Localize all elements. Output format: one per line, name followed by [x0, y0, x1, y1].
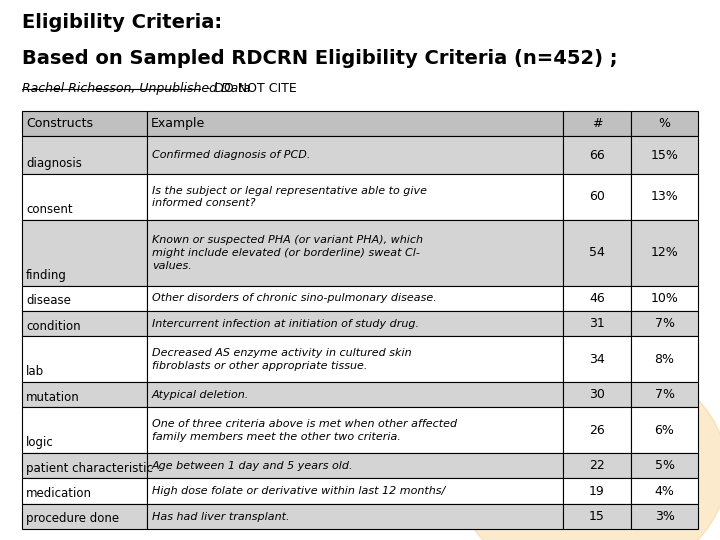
- Text: 6%: 6%: [654, 424, 675, 437]
- Text: Constructs: Constructs: [26, 117, 93, 130]
- Text: Example: Example: [151, 117, 205, 130]
- Text: 10%: 10%: [651, 292, 678, 305]
- Text: lab: lab: [26, 366, 44, 379]
- Text: Atypical deletion.: Atypical deletion.: [152, 390, 249, 400]
- Text: Decreased AS enzyme activity in cultured skin
fibroblasts or other appropriate t: Decreased AS enzyme activity in cultured…: [152, 348, 411, 370]
- Text: medication: medication: [26, 487, 92, 500]
- Text: Eligibility Criteria:: Eligibility Criteria:: [22, 14, 222, 32]
- Text: 4%: 4%: [654, 485, 675, 498]
- Text: finding: finding: [26, 269, 67, 282]
- Text: mutation: mutation: [26, 390, 80, 404]
- Text: condition: condition: [26, 320, 81, 333]
- Text: 22: 22: [589, 460, 605, 472]
- Text: Intercurrent infection at initiation of study drug.: Intercurrent infection at initiation of …: [152, 319, 419, 329]
- Text: Based on Sampled RDCRN Eligibility Criteria (n=452) ;: Based on Sampled RDCRN Eligibility Crite…: [22, 49, 617, 68]
- Text: consent: consent: [26, 203, 73, 216]
- Text: 7%: 7%: [654, 318, 675, 330]
- Text: 31: 31: [589, 318, 605, 330]
- Text: 34: 34: [589, 353, 605, 366]
- Text: 15: 15: [589, 510, 605, 523]
- Text: 8%: 8%: [654, 353, 675, 366]
- Text: Age between 1 day and 5 years old.: Age between 1 day and 5 years old.: [152, 461, 354, 471]
- Text: 46: 46: [589, 292, 605, 305]
- Text: Is the subject or legal representative able to give
informed consent?: Is the subject or legal representative a…: [152, 186, 427, 208]
- Text: #: #: [592, 117, 602, 130]
- Text: 15%: 15%: [651, 148, 678, 161]
- Text: 12%: 12%: [651, 246, 678, 259]
- Text: Rachel Richesson, Unpublished Data: Rachel Richesson, Unpublished Data: [22, 82, 251, 95]
- Text: Has had liver transplant.: Has had liver transplant.: [152, 511, 289, 522]
- Text: One of three criteria above is met when other affected
family members meet the o: One of three criteria above is met when …: [152, 419, 457, 442]
- Text: 3%: 3%: [654, 510, 675, 523]
- Text: 60: 60: [589, 191, 605, 204]
- Text: Other disorders of chronic sino-pulmonary disease.: Other disorders of chronic sino-pulmonar…: [152, 293, 436, 303]
- Text: 13%: 13%: [651, 191, 678, 204]
- Text: 66: 66: [589, 148, 605, 161]
- Text: patient characteristic: patient characteristic: [26, 462, 153, 475]
- Text: Confirmed diagnosis of PCD.: Confirmed diagnosis of PCD.: [152, 150, 310, 160]
- Text: 26: 26: [589, 424, 605, 437]
- Text: – DO NOT CITE: – DO NOT CITE: [200, 82, 297, 95]
- Text: High dose folate or derivative within last 12 months/: High dose folate or derivative within la…: [152, 486, 445, 496]
- Text: 54: 54: [589, 246, 605, 259]
- Text: logic: logic: [26, 436, 54, 449]
- Text: 30: 30: [589, 388, 605, 401]
- Text: disease: disease: [26, 294, 71, 307]
- Text: diagnosis: diagnosis: [26, 157, 82, 170]
- Text: 19: 19: [589, 485, 605, 498]
- Text: 5%: 5%: [654, 460, 675, 472]
- Text: 7%: 7%: [654, 388, 675, 401]
- Text: Known or suspected PHA (or variant PHA), which
might include elevated (or border: Known or suspected PHA (or variant PHA),…: [152, 235, 423, 271]
- Text: procedure done: procedure done: [26, 512, 119, 525]
- Text: %: %: [659, 117, 670, 130]
